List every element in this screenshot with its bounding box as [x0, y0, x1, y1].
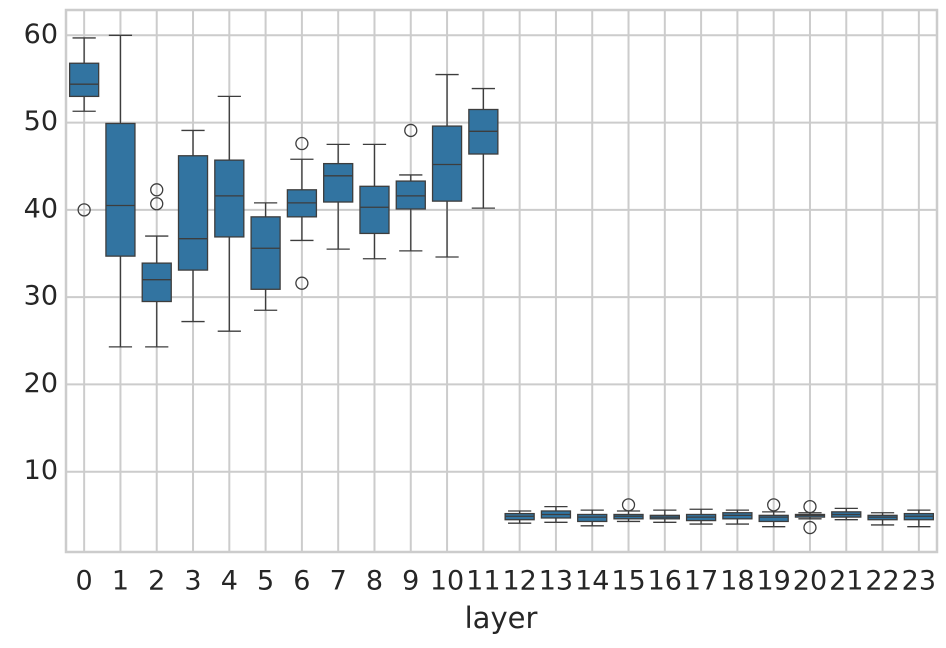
x-tick-label: 1 [112, 566, 129, 597]
outlier [77, 203, 91, 217]
box [323, 162, 354, 203]
x-tick-label: 18 [720, 566, 754, 597]
outlier [295, 136, 309, 151]
outlier [767, 498, 781, 512]
box [431, 125, 463, 202]
y-tick-label: 40 [24, 193, 58, 224]
x-tick-label: 8 [366, 566, 383, 597]
plot-frame [64, 8, 939, 554]
outlier [803, 499, 817, 514]
x-tick-label: 12 [502, 566, 536, 597]
y-tick-label: 30 [24, 281, 58, 312]
outlier [150, 183, 164, 197]
y-tick-label: 20 [24, 368, 58, 399]
outlier [295, 276, 309, 290]
box [68, 62, 100, 98]
outlier [621, 498, 636, 512]
box [214, 159, 245, 238]
x-tick-label: 22 [865, 566, 899, 597]
x-tick-label: 6 [293, 566, 310, 597]
box [141, 262, 172, 303]
y-tick-label: 10 [24, 455, 58, 486]
y-tick-label: 60 [24, 19, 58, 50]
x-tick-label: 9 [402, 566, 419, 597]
box [250, 216, 281, 290]
x-tick-label: 11 [466, 566, 500, 597]
x-tick-label: 20 [793, 566, 827, 597]
outlier [803, 520, 817, 535]
x-tick-label: 14 [575, 566, 609, 597]
x-tick-label: 4 [221, 566, 238, 597]
x-axis-title: layer [465, 601, 538, 635]
x-tick-label: 16 [648, 566, 682, 597]
x-tick-label: 23 [902, 566, 936, 597]
box [758, 514, 789, 523]
outlier [150, 197, 164, 211]
box [395, 180, 426, 210]
x-tick-label: 19 [757, 566, 791, 597]
x-tick-label: 3 [184, 566, 201, 597]
x-tick-label: 2 [148, 566, 165, 597]
y-tick-label: 50 [24, 106, 58, 137]
x-tick-label: 5 [257, 566, 274, 597]
box [577, 513, 608, 523]
outlier [404, 123, 418, 138]
x-tick-label: 13 [539, 566, 573, 597]
x-tick-label: 10 [430, 566, 464, 597]
x-tick-label: 21 [829, 566, 863, 597]
x-tick-label: 15 [611, 566, 645, 597]
box [105, 122, 136, 257]
box [177, 155, 209, 271]
box [359, 185, 390, 235]
x-tick-label: 7 [330, 566, 347, 597]
x-tick-label: 0 [76, 566, 93, 597]
x-tick-label: 17 [684, 566, 718, 597]
